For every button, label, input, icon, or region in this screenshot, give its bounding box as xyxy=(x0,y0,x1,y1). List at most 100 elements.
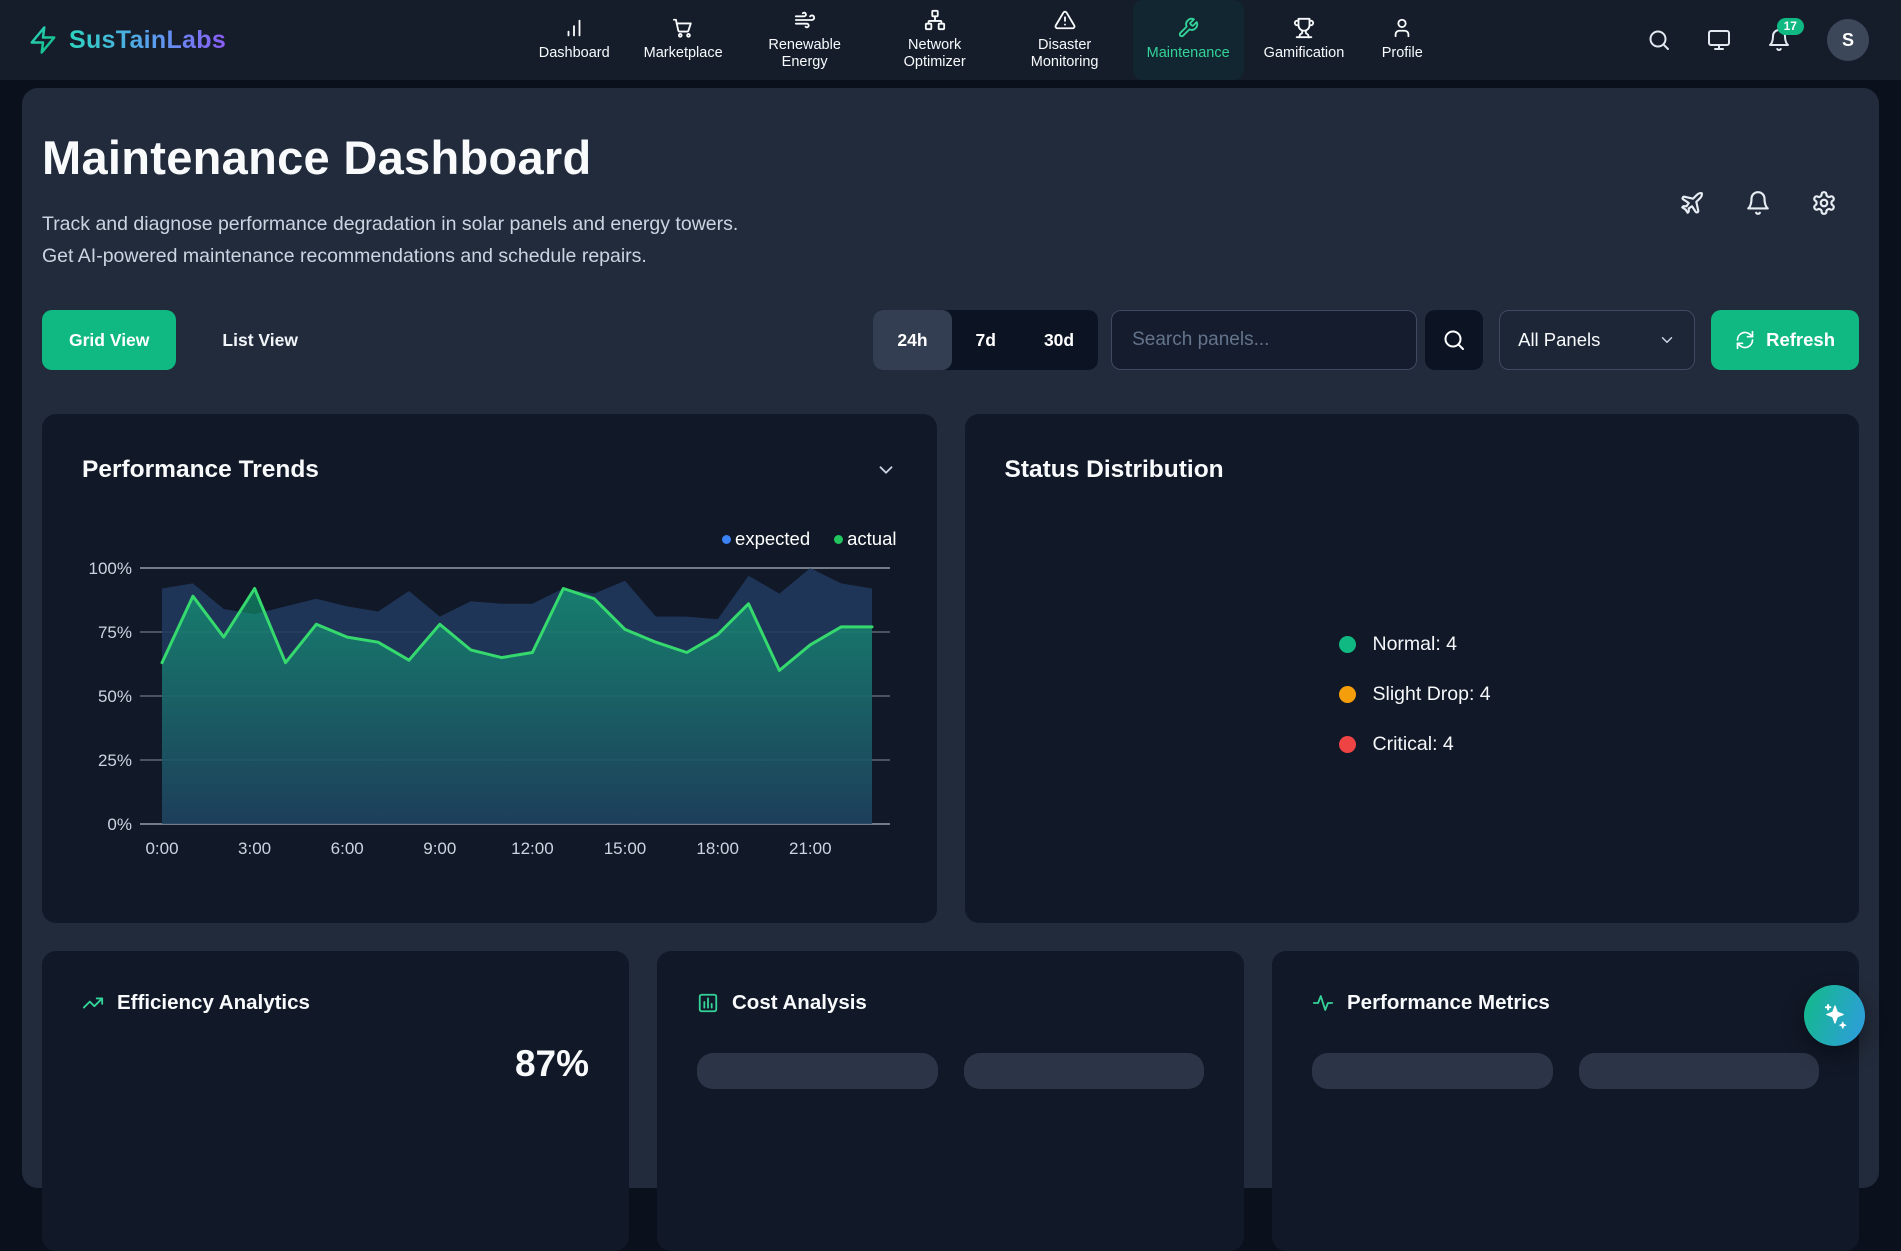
legend-dot xyxy=(834,534,844,544)
status-distribution-title: Status Distribution xyxy=(1004,456,1224,484)
status-dot xyxy=(1338,735,1356,753)
skeleton-pill xyxy=(963,1053,1204,1090)
monitor-icon[interactable] xyxy=(1707,28,1731,52)
status-legend: Normal: 4 Slight Drop: 4 Critical: 4 xyxy=(1338,626,1491,762)
status-dot xyxy=(1338,685,1356,703)
time-range-toggle: 24h 7d 30d xyxy=(873,310,1099,371)
svg-text:75%: 75% xyxy=(98,623,132,642)
efficiency-analytics-title: Efficiency Analytics xyxy=(117,991,310,1015)
panel-filter-value: All Panels xyxy=(1518,329,1601,351)
top-nav: SusTainLabs Dashboard Marketplace Renewabl… xyxy=(0,0,1901,81)
svg-text:100%: 100% xyxy=(89,559,132,578)
legend-label: expected xyxy=(735,528,811,550)
lightning-bolt-icon xyxy=(28,25,58,55)
nav-item-gamification[interactable]: Gamification xyxy=(1250,0,1359,80)
activity-icon xyxy=(1312,992,1334,1014)
search-button[interactable] xyxy=(1425,310,1484,371)
skeleton-pill xyxy=(697,1053,938,1090)
legend-label: actual xyxy=(847,528,897,550)
ai-assistant-fab[interactable] xyxy=(1804,985,1865,1046)
nav-item-network-optimizer[interactable]: Network Optimizer xyxy=(873,0,997,80)
status-label: Normal: 4 xyxy=(1372,632,1458,655)
efficiency-analytics-card: Efficiency Analytics 87% xyxy=(42,951,629,1251)
main-panel: Maintenance Dashboard Track and diagnose… xyxy=(22,88,1879,1251)
svg-text:12:00: 12:00 xyxy=(511,839,554,858)
chevron-down-icon[interactable] xyxy=(875,459,897,481)
shopping-cart-icon xyxy=(672,17,694,39)
avatar[interactable]: S xyxy=(1826,19,1869,61)
svg-text:0%: 0% xyxy=(107,815,132,834)
nav-menu: Dashboard Marketplace Renewable Energy Netw… xyxy=(525,0,1441,81)
panel-filter-select[interactable]: All Panels xyxy=(1499,310,1696,371)
time-range-7d[interactable]: 7d xyxy=(975,329,996,350)
cost-analysis-header: Cost Analysis xyxy=(697,991,1204,1015)
nav-item-label: Network Optimizer xyxy=(903,36,966,70)
hero-icons xyxy=(1679,190,1837,216)
nav-item-maintenance[interactable]: Maintenance xyxy=(1132,0,1244,81)
time-range-30d[interactable]: 30d xyxy=(1043,329,1075,350)
brand[interactable]: SusTainLabs xyxy=(28,25,328,55)
nav-item-label: Marketplace xyxy=(643,45,723,62)
nav-item-disaster-monitoring[interactable]: Disaster Monitoring xyxy=(1003,0,1127,80)
chevron-down-icon xyxy=(1658,331,1676,349)
notification-badge: 17 xyxy=(1776,18,1804,35)
plane-icon[interactable] xyxy=(1679,190,1705,216)
svg-text:3:00: 3:00 xyxy=(238,839,271,858)
network-icon xyxy=(924,9,946,31)
nav-item-renewable-energy[interactable]: Renewable Energy xyxy=(743,0,867,80)
status-label: Critical: 4 xyxy=(1372,732,1454,755)
performance-trends-chart: 0% 25% 50% 75% 100% 0:00 3:00 6:00 9:00 12:00 15:… xyxy=(82,556,897,873)
svg-text:9:00: 9:00 xyxy=(423,839,456,858)
card-skeleton-row xyxy=(697,1053,1204,1090)
svg-text:15:00: 15:00 xyxy=(604,839,647,858)
page-title: Maintenance Dashboard xyxy=(42,131,592,184)
nav-item-marketplace[interactable]: Marketplace xyxy=(630,0,737,80)
status-distribution-header: Status Distribution xyxy=(1005,456,1820,484)
performance-trends-title: Performance Trends xyxy=(82,456,319,484)
search-panels-input[interactable] xyxy=(1111,310,1418,371)
svg-text:25%: 25% xyxy=(98,751,132,770)
refresh-icon xyxy=(1735,330,1755,350)
sparkles-icon xyxy=(1820,1001,1850,1031)
skeleton-pill xyxy=(1578,1053,1819,1090)
svg-text:21:00: 21:00 xyxy=(789,839,832,858)
trends-legend: expected actual xyxy=(82,528,897,550)
svg-text:0:00: 0:00 xyxy=(145,839,178,858)
status-legend-item-critical: Critical: 4 xyxy=(1338,726,1491,762)
trophy-icon xyxy=(1293,17,1315,39)
status-dot xyxy=(1338,635,1356,653)
refresh-button[interactable]: Refresh xyxy=(1711,310,1859,371)
wrench-icon xyxy=(1177,17,1199,39)
nav-item-dashboard[interactable]: Dashboard xyxy=(525,0,624,80)
bar-chart-icon xyxy=(563,17,585,39)
trending-up-icon xyxy=(82,992,104,1014)
cost-analysis-title: Cost Analysis xyxy=(732,991,867,1015)
page-subtitle: Track and diagnose performance degradati… xyxy=(42,213,739,267)
bottom-cards-grid: Efficiency Analytics 87% Cost Analysis P… xyxy=(42,951,1859,1251)
bell-icon[interactable] xyxy=(1745,190,1771,216)
top-cards-grid: Performance Trends expected actual 0% 25% 5… xyxy=(42,414,1859,924)
notifications-bell-icon[interactable]: 17 xyxy=(1767,18,1804,52)
nav-item-label: Gamification xyxy=(1263,45,1345,62)
skeleton-pill xyxy=(1312,1053,1553,1090)
refresh-label: Refresh xyxy=(1766,329,1835,351)
performance-metrics-card: Performance Metrics xyxy=(1272,951,1859,1251)
performance-trends-card: Performance Trends expected actual 0% 25% 5… xyxy=(42,414,937,924)
performance-metrics-header: Performance Metrics xyxy=(1312,991,1819,1015)
nav-item-label: Renewable Energy xyxy=(768,36,841,70)
gear-icon[interactable] xyxy=(1811,190,1837,216)
grid-view-button[interactable]: Grid View xyxy=(42,310,177,371)
efficiency-analytics-header: Efficiency Analytics xyxy=(82,991,589,1015)
search-icon[interactable] xyxy=(1647,28,1671,52)
nav-item-label: Profile xyxy=(1381,45,1423,62)
svg-text:6:00: 6:00 xyxy=(331,839,364,858)
time-range-24h[interactable]: 24h xyxy=(873,310,952,371)
list-view-button[interactable]: List View xyxy=(216,329,304,352)
legend-item-actual: actual xyxy=(834,528,897,550)
nav-item-label: Dashboard xyxy=(538,45,610,62)
card-skeleton-row xyxy=(1312,1053,1819,1090)
wind-icon xyxy=(794,9,816,31)
nav-item-profile[interactable]: Profile xyxy=(1364,0,1440,80)
legend-item-expected: expected xyxy=(722,528,810,550)
